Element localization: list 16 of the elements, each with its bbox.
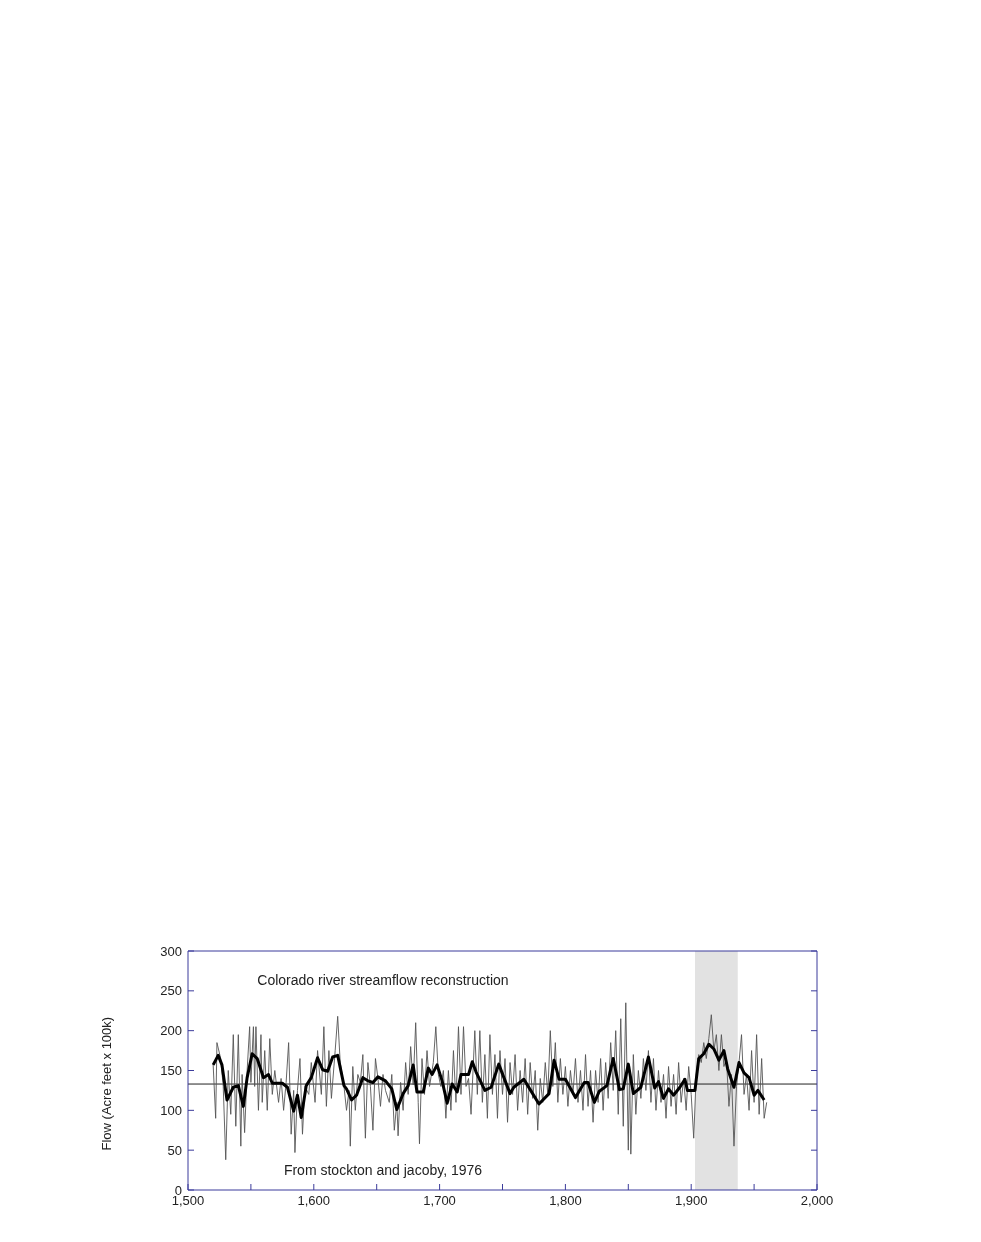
line-series xyxy=(211,1042,766,1119)
y-tick-label: 50 xyxy=(167,1142,182,1158)
x-tick-label: 1,800 xyxy=(549,1193,582,1209)
y-tick-label: 300 xyxy=(160,943,182,959)
x-tick-label: 1,600 xyxy=(297,1193,331,1209)
y-axis-title: Flow (Acre feet x 100k) xyxy=(98,1016,114,1151)
x-tick-label: 2,000 xyxy=(800,1193,834,1209)
y-tick-label: 200 xyxy=(160,1023,182,1039)
y-tick-label: 100 xyxy=(160,1102,182,1118)
y-tick-label: 250 xyxy=(160,983,182,999)
line-series xyxy=(212,1002,768,1161)
y-tick-label: 150 xyxy=(160,1063,182,1079)
x-tick-label: 1,900 xyxy=(674,1193,708,1209)
annotation: From stockton and jacoby, 1976 xyxy=(283,1162,483,1178)
annotation: Colorado river streamflow reconstruction xyxy=(257,972,509,988)
x-tick-label: 1,700 xyxy=(423,1193,456,1209)
